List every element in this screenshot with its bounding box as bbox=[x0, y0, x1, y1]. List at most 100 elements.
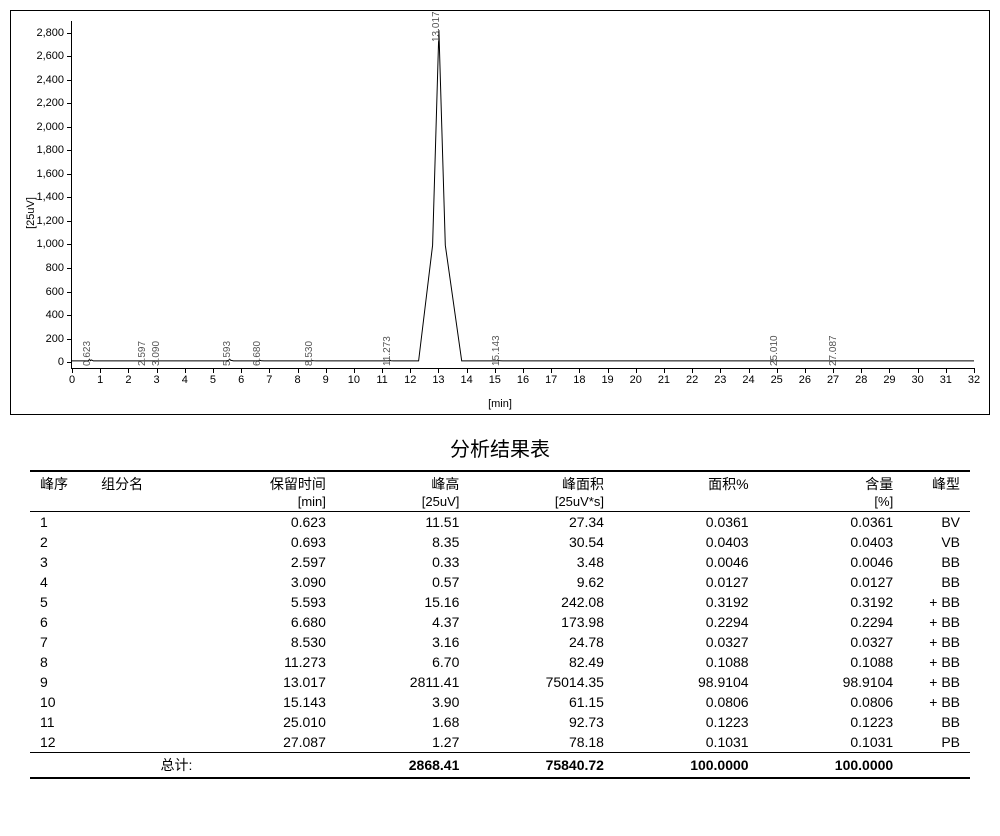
table-cell: + BB bbox=[903, 632, 970, 652]
table-row: 66.6804.37173.980.22940.2294+ BB bbox=[30, 612, 970, 632]
y-tick-label: 2,800 bbox=[36, 27, 72, 39]
x-tick-label: 23 bbox=[714, 368, 726, 386]
table-cell: 92.73 bbox=[469, 712, 614, 732]
table-total-cell bbox=[903, 753, 970, 779]
column-name: 组分名 bbox=[101, 476, 143, 492]
table-cell: 0.1031 bbox=[614, 732, 759, 753]
x-tick-label: 9 bbox=[323, 368, 329, 386]
y-tick-label: 2,200 bbox=[36, 97, 72, 109]
chromatogram-trace bbox=[72, 21, 974, 368]
table-cell: 12 bbox=[30, 732, 91, 753]
table-cell: 6 bbox=[30, 612, 91, 632]
x-tick-label: 10 bbox=[348, 368, 360, 386]
table-cell: 0.0127 bbox=[759, 572, 904, 592]
table-cell: 3.16 bbox=[336, 632, 469, 652]
peak-label: 8.530 bbox=[304, 341, 315, 366]
x-tick-label: 28 bbox=[855, 368, 867, 386]
table-cell: 0.0361 bbox=[614, 512, 759, 533]
table-cell: 3 bbox=[30, 552, 91, 572]
table-row: 20.6938.3530.540.04030.0403VB bbox=[30, 532, 970, 552]
table-cell: 0.1088 bbox=[759, 652, 904, 672]
column-name: 含量 bbox=[865, 476, 893, 492]
table-cell: 0.1088 bbox=[614, 652, 759, 672]
table-cell: 0.3192 bbox=[614, 592, 759, 612]
table-cell: PB bbox=[903, 732, 970, 753]
chromatogram-chart: [25uV] 02004006008001,0001,2001,4001,600… bbox=[10, 10, 990, 415]
column-header: 峰面积[25uV*s] bbox=[469, 471, 614, 512]
column-name: 峰面积 bbox=[562, 476, 604, 492]
table-cell: 0.0046 bbox=[759, 552, 904, 572]
column-name: 面积% bbox=[708, 476, 748, 492]
table-header: 峰序 组分名 保留时间[min]峰高[25uV]峰面积[25uV*s]面积% 含… bbox=[30, 471, 970, 512]
peak-label: 27.087 bbox=[828, 335, 839, 366]
y-tick-label: 1,200 bbox=[36, 215, 72, 227]
table-cell: + BB bbox=[903, 592, 970, 612]
table-cell: 0.33 bbox=[336, 552, 469, 572]
table-title: 分析结果表 bbox=[10, 433, 990, 462]
table-cell: 242.08 bbox=[469, 592, 614, 612]
table-cell: 8 bbox=[30, 652, 91, 672]
table-cell: 0.0403 bbox=[759, 532, 904, 552]
table-total-cell: 100.0000 bbox=[614, 753, 759, 779]
table-cell: BB bbox=[903, 712, 970, 732]
column-name: 保留时间 bbox=[270, 476, 326, 492]
x-tick-label: 12 bbox=[404, 368, 416, 386]
peak-label: 5.593 bbox=[222, 341, 233, 366]
x-tick-label: 18 bbox=[573, 368, 585, 386]
table-cell: 5.593 bbox=[202, 592, 335, 612]
x-tick-label: 22 bbox=[686, 368, 698, 386]
table-cell: + BB bbox=[903, 692, 970, 712]
table-cell: 0.0046 bbox=[614, 552, 759, 572]
y-tick-label: 800 bbox=[46, 262, 72, 274]
y-tick-label: 400 bbox=[46, 309, 72, 321]
table-cell: 82.49 bbox=[469, 652, 614, 672]
table-row: 811.2736.7082.490.10880.1088+ BB bbox=[30, 652, 970, 672]
x-tick-label: 0 bbox=[69, 368, 75, 386]
table-total-cell bbox=[202, 753, 335, 779]
y-tick-label: 2,400 bbox=[36, 74, 72, 86]
table-cell: 0.623 bbox=[202, 512, 335, 533]
x-tick-label: 6 bbox=[238, 368, 244, 386]
table-cell: 4 bbox=[30, 572, 91, 592]
y-tick-label: 2,000 bbox=[36, 121, 72, 133]
table-cell: 15.143 bbox=[202, 692, 335, 712]
table-cell bbox=[91, 692, 202, 712]
table-cell: 0.3192 bbox=[759, 592, 904, 612]
plot-area: 02004006008001,0001,2001,4001,6001,8002,… bbox=[71, 21, 974, 369]
peak-label: 11.273 bbox=[382, 336, 393, 366]
table-cell: 10 bbox=[30, 692, 91, 712]
table-cell: VB bbox=[903, 532, 970, 552]
table-total-cell: 总计: bbox=[91, 753, 202, 779]
x-tick-label: 26 bbox=[799, 368, 811, 386]
table-cell: 6.70 bbox=[336, 652, 469, 672]
column-unit: [25uV] bbox=[346, 494, 459, 509]
table-cell: 2811.41 bbox=[336, 672, 469, 692]
table-cell: 1.68 bbox=[336, 712, 469, 732]
table-cell: BV bbox=[903, 512, 970, 533]
table-cell: BB bbox=[903, 552, 970, 572]
x-tick-label: 2 bbox=[125, 368, 131, 386]
table-cell: 0.693 bbox=[202, 532, 335, 552]
table-cell: 0.0403 bbox=[614, 532, 759, 552]
table-cell: 3.090 bbox=[202, 572, 335, 592]
x-tick-label: 5 bbox=[210, 368, 216, 386]
table-cell bbox=[91, 532, 202, 552]
column-header: 含量[%] bbox=[759, 471, 904, 512]
table-cell: 98.9104 bbox=[759, 672, 904, 692]
table-cell bbox=[91, 672, 202, 692]
table-cell: 24.78 bbox=[469, 632, 614, 652]
table-cell: 3.90 bbox=[336, 692, 469, 712]
table-cell: 9 bbox=[30, 672, 91, 692]
table-cell: 13.017 bbox=[202, 672, 335, 692]
x-tick-label: 3 bbox=[154, 368, 160, 386]
table-row: 1227.0871.2778.180.10310.1031PB bbox=[30, 732, 970, 753]
table-cell: 11 bbox=[30, 712, 91, 732]
table-row: 1015.1433.9061.150.08060.0806+ BB bbox=[30, 692, 970, 712]
table-total-cell: 75840.72 bbox=[469, 753, 614, 779]
peak-label: 15.143 bbox=[491, 335, 502, 366]
table-row: 32.5970.333.480.00460.0046BB bbox=[30, 552, 970, 572]
column-header: 组分名 bbox=[91, 471, 202, 512]
x-tick-label: 30 bbox=[912, 368, 924, 386]
table-total-row: 总计:2868.4175840.72100.0000100.0000 bbox=[30, 753, 970, 779]
table-row: 78.5303.1624.780.03270.0327+ BB bbox=[30, 632, 970, 652]
